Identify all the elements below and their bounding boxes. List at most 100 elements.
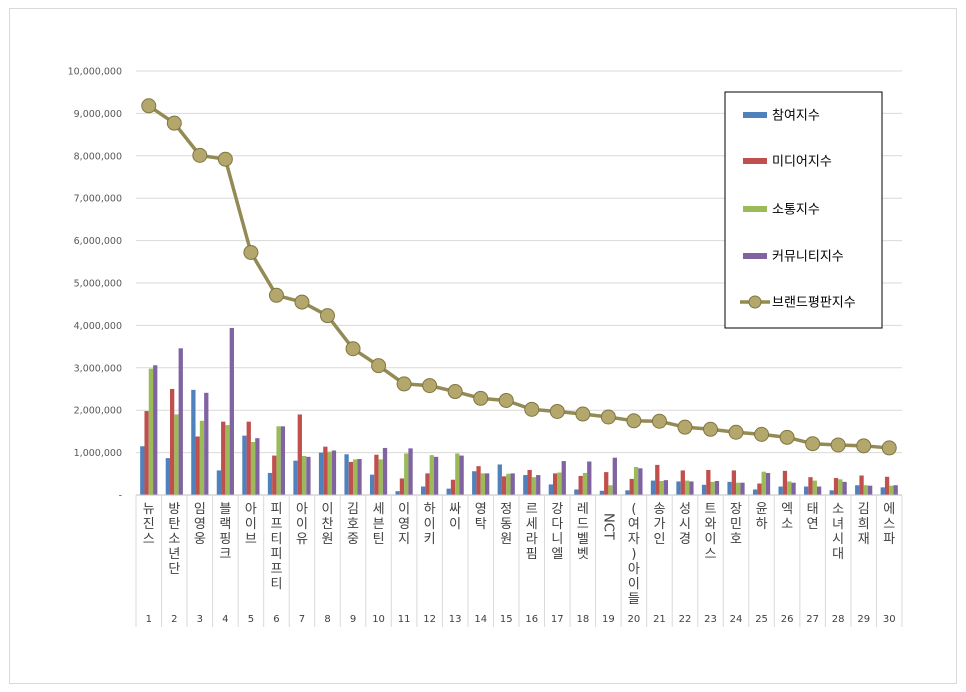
rank-label: 12 <box>423 614 436 625</box>
media-bar <box>731 470 737 495</box>
community-bar <box>868 485 873 495</box>
media-bar <box>782 470 788 495</box>
communication-bar <box>225 425 230 495</box>
community-bar <box>714 481 720 495</box>
brand-index-point <box>217 151 233 167</box>
community-bar <box>331 450 337 495</box>
participation-bar <box>369 474 375 495</box>
y-tick-label: 6,000,000 <box>74 236 122 247</box>
participation-bar <box>140 446 145 495</box>
community-bar <box>765 472 771 495</box>
brand-index-point <box>422 378 438 394</box>
y-tick-label: 5,000,000 <box>74 279 122 290</box>
brand-index-point <box>754 426 770 442</box>
legend-marker <box>748 295 762 309</box>
rank-label: 25 <box>755 614 768 625</box>
participation-bar <box>293 460 298 495</box>
participation-bar <box>804 486 809 495</box>
community-bar <box>689 481 694 495</box>
media-bar <box>425 473 430 495</box>
brand-index-point <box>371 358 387 374</box>
participation-bar <box>829 490 834 495</box>
brand-index-point <box>703 421 718 437</box>
communication-bar <box>582 472 588 495</box>
participation-bar <box>625 490 630 495</box>
media-bar <box>450 479 456 495</box>
brand-index-point <box>166 115 182 131</box>
brand-index-point <box>830 437 846 453</box>
community-bar <box>229 327 234 495</box>
participation-bar <box>497 464 502 495</box>
brand-index-point <box>498 392 514 408</box>
community-bar <box>561 461 566 495</box>
community-bar <box>740 482 745 495</box>
participation-bar <box>650 480 656 495</box>
brand-index-point <box>243 244 259 260</box>
community-bar <box>357 458 362 495</box>
communication-bar <box>812 480 817 495</box>
community-bar <box>663 480 669 495</box>
communication-bar <box>378 459 383 495</box>
community-bar <box>791 482 796 495</box>
rank-label: 4 <box>222 614 228 625</box>
rank-label: 30 <box>883 614 896 625</box>
participation-bar <box>267 472 273 495</box>
brand-index-point <box>345 341 361 357</box>
communication-bar <box>429 455 434 495</box>
community-bar <box>510 473 515 495</box>
media-bar <box>272 455 277 495</box>
communication-bar <box>148 368 154 495</box>
community-bar <box>459 455 464 495</box>
participation-bar <box>880 487 885 495</box>
legend-label: 커뮤니티지수 <box>772 250 844 265</box>
rank-label: 16 <box>525 614 538 625</box>
y-tick-label: 8,000,000 <box>74 151 122 162</box>
communication-bar <box>480 473 485 495</box>
media-bar <box>808 477 813 495</box>
rank-label: 18 <box>576 614 589 625</box>
legend-box <box>724 91 883 329</box>
communication-bar <box>174 414 179 495</box>
media-bar <box>553 473 558 495</box>
rank-label: 14 <box>474 614 487 625</box>
brand-index-point <box>549 403 565 419</box>
y-tick-label: - <box>119 491 122 502</box>
legend-swatch <box>743 158 767 164</box>
y-tick-label: 2,000,000 <box>74 406 122 417</box>
participation-bar <box>676 481 681 495</box>
communication-bar <box>736 482 741 495</box>
participation-bar <box>548 484 553 495</box>
brand-index-point <box>728 424 744 440</box>
community-bar <box>255 438 260 495</box>
y-tick-label: 10,000,000 <box>68 67 122 78</box>
legend-label: 참여지수 <box>772 109 820 124</box>
rank-label: 15 <box>500 614 513 625</box>
rank-label: 20 <box>628 614 641 625</box>
brand-index-point <box>294 294 310 310</box>
media-bar <box>604 472 609 495</box>
y-tick-label: 3,000,000 <box>74 363 122 374</box>
x-axis: 뉴 진 스 1 방 탄 소 년 단 2 임 영 웅 3 블 랙 핑 크 4 아 이 브 5 피 프 티 피 프 티 6 아 이 유 7 이 찬 원 8 김 호… <box>135 494 903 627</box>
communication-bar <box>761 471 766 495</box>
y-axis: - 1,000,000 2,000,000 3,000,000 4,000,000 5,0… <box>68 67 122 502</box>
community-bar <box>178 348 183 495</box>
community-bar <box>485 473 490 495</box>
communication-bar <box>327 451 332 495</box>
y-tick-label: 1,000,000 <box>74 448 122 459</box>
brand-index-point <box>856 438 872 454</box>
rank-label: 22 <box>679 614 692 625</box>
communication-bar <box>659 481 664 495</box>
media-bar <box>476 466 481 495</box>
media-bar <box>297 414 302 495</box>
